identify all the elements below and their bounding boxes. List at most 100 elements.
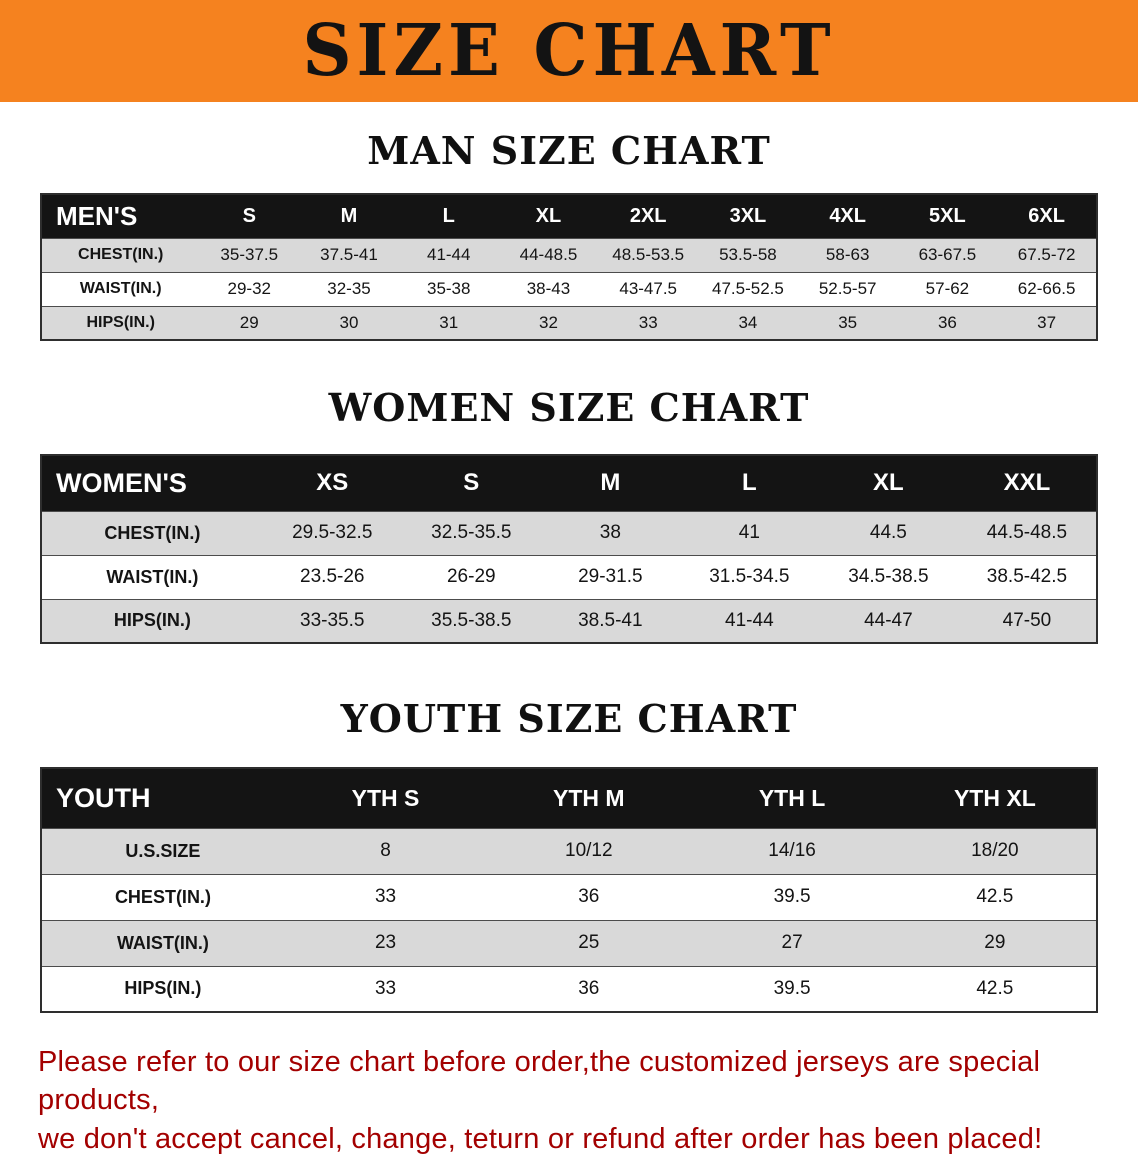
size-column-header: M [299, 194, 399, 238]
size-value: 44.5 [869, 522, 907, 543]
size-column-header: 6XL [997, 194, 1097, 238]
size-column-header: L [398, 194, 499, 238]
size-value: 38 [599, 522, 621, 543]
size-value: 58-63 [825, 245, 870, 264]
size-value: 33 [374, 977, 397, 999]
table-header-row: WOMEN'S XS S M L XL XXL [41, 455, 1097, 511]
men-size-section: MAN SIZE CHART MEN'S S M L XL 2XL 3XL 4XL 5XL 6XL… [0, 128, 1138, 341]
size-column-header: 4XL [797, 194, 898, 238]
size-value: 31.5-34.5 [709, 566, 790, 587]
size-value: 44.5-48.5 [986, 522, 1068, 543]
men-section-heading: MAN SIZE CHART [367, 128, 771, 173]
size-column-header: YTH L [690, 768, 894, 828]
size-value: 39.5 [773, 886, 811, 907]
size-value: 36 [578, 886, 600, 907]
table-row: CHEST(IN.) 35-37.5 37.5-41 41-44 44-48.5 48.5… [41, 238, 1097, 272]
women-size-section: WOMEN SIZE CHART WOMEN'S XS S M L XL XXL CHEST(… [0, 385, 1138, 644]
size-value: 62-66.5 [1017, 279, 1076, 298]
size-column-header: YTH XL [893, 768, 1097, 828]
size-value: 31 [439, 312, 459, 332]
size-value: 33 [638, 312, 658, 332]
size-value: 44-48.5 [519, 245, 578, 264]
size-value: 36 [937, 312, 957, 332]
size-column-header: XL [818, 455, 958, 511]
size-value: 26-29 [446, 566, 496, 587]
table-row: HIPS(IN.) 29 30 31 32 33 34 35 36 37 [41, 306, 1097, 340]
size-value: 29-31.5 [578, 566, 643, 587]
row-label: HIPS(IN.) [113, 610, 191, 631]
women-size-table: WOMEN'S XS S M L XL XXL CHEST(IN.) 29.5-32.5 32.5… [40, 454, 1098, 644]
size-value: 23.5-26 [300, 566, 365, 587]
row-label: WAIST(IN.) [106, 566, 199, 587]
size-value: 29 [984, 932, 1006, 953]
size-value: 41-44 [426, 245, 471, 264]
page-title: SIZE CHART [302, 9, 836, 93]
table-row: WAIST(IN.) 29-32 32-35 35-38 38-43 43-47.5 47.… [41, 272, 1097, 306]
size-value: 33-35.5 [300, 609, 365, 631]
table-row: HIPS(IN.) 33 36 39.5 42.5 [41, 966, 1097, 1012]
size-value: 53.5-58 [719, 245, 777, 264]
table-row: CHEST(IN.) 29.5-32.5 32.5-35.5 38 41 44.5 44.5… [41, 511, 1097, 555]
table-header-row: MEN'S S M L XL 2XL 3XL 4XL 5XL 6XL [41, 194, 1097, 238]
size-value: 35 [838, 312, 858, 332]
youth-section-heading: YOUTH SIZE CHART [340, 696, 798, 741]
row-label: CHEST(IN.) [104, 522, 201, 543]
size-value: 38-43 [526, 279, 571, 298]
women-section-heading: WOMEN SIZE CHART [328, 385, 810, 430]
size-column-header: YTH S [283, 768, 488, 828]
row-label: HIPS(IN.) [86, 313, 155, 331]
size-value: 34.5-38.5 [848, 566, 929, 587]
size-value: 10/12 [565, 840, 613, 861]
footer-note-line-2: we don't accept cancel, change, teturn o… [38, 1122, 1043, 1155]
row-label: WAIST(IN.) [79, 280, 162, 297]
row-label: CHEST(IN.) [78, 246, 164, 263]
size-column-header: YTH M [487, 768, 691, 828]
size-column-header: 5XL [897, 194, 998, 238]
size-column-header: XS [262, 455, 402, 511]
size-value: 35-38 [426, 279, 471, 298]
size-value: 14/16 [768, 840, 816, 861]
size-value: 32.5-35.5 [431, 522, 512, 543]
size-value: 8 [380, 840, 391, 861]
size-value: 18/20 [971, 840, 1019, 861]
size-value: 36 [578, 977, 600, 999]
table-row: HIPS(IN.) 33-35.5 35.5-38.5 38.5-41 41-44 44-… [41, 599, 1097, 643]
size-value: 57-62 [925, 279, 970, 298]
row-label: HIPS(IN.) [124, 978, 202, 999]
size-value: 35-37.5 [220, 245, 279, 264]
size-value: 29-32 [227, 279, 271, 298]
table-row: U.S.SIZE 8 10/12 14/16 18/20 [41, 828, 1097, 874]
size-column-header: 2XL [598, 194, 699, 238]
row-label: CHEST(IN.) [114, 886, 211, 907]
size-value: 41 [738, 522, 760, 543]
table-corner-label: WOMEN'S [41, 455, 263, 511]
size-value: 41-44 [725, 609, 774, 631]
size-value: 39.5 [773, 977, 811, 999]
size-value: 35.5-38.5 [431, 609, 512, 631]
table-corner-label: MEN'S [41, 194, 200, 238]
size-value: 44-47 [864, 609, 913, 631]
size-value: 27 [781, 932, 803, 953]
size-value: 52.5-57 [818, 279, 877, 298]
size-value: 23 [374, 932, 397, 953]
size-column-header: L [679, 455, 819, 511]
row-label: U.S.SIZE [125, 840, 201, 861]
size-column-header: 3XL [698, 194, 798, 238]
size-value: 43-47.5 [619, 279, 678, 298]
size-value: 32 [539, 312, 558, 332]
size-column-header: S [401, 455, 541, 511]
table-corner-label: YOUTH [41, 768, 284, 828]
youth-size-table: YOUTH YTH S YTH M YTH L YTH XL U.S.SIZE 8 10/12… [40, 767, 1098, 1013]
table-row: CHEST(IN.) 33 36 39.5 42.5 [41, 874, 1097, 920]
size-value: 38.5-41 [578, 609, 643, 631]
size-value: 37.5-41 [320, 245, 378, 264]
size-value: 30 [339, 312, 359, 332]
size-value: 33 [374, 886, 397, 907]
men-size-table: MEN'S S M L XL 2XL 3XL 4XL 5XL 6XL CHEST(IN.) 35-37… [40, 193, 1098, 341]
size-value: 42.5 [976, 886, 1014, 907]
size-value: 37 [1037, 312, 1057, 332]
table-row: WAIST(IN.) 23.5-26 26-29 29-31.5 31.5-34.5 34… [41, 555, 1097, 599]
footer-note-line-1: Please refer to our size chart before or… [38, 1046, 1041, 1117]
size-value: 25 [578, 932, 600, 953]
